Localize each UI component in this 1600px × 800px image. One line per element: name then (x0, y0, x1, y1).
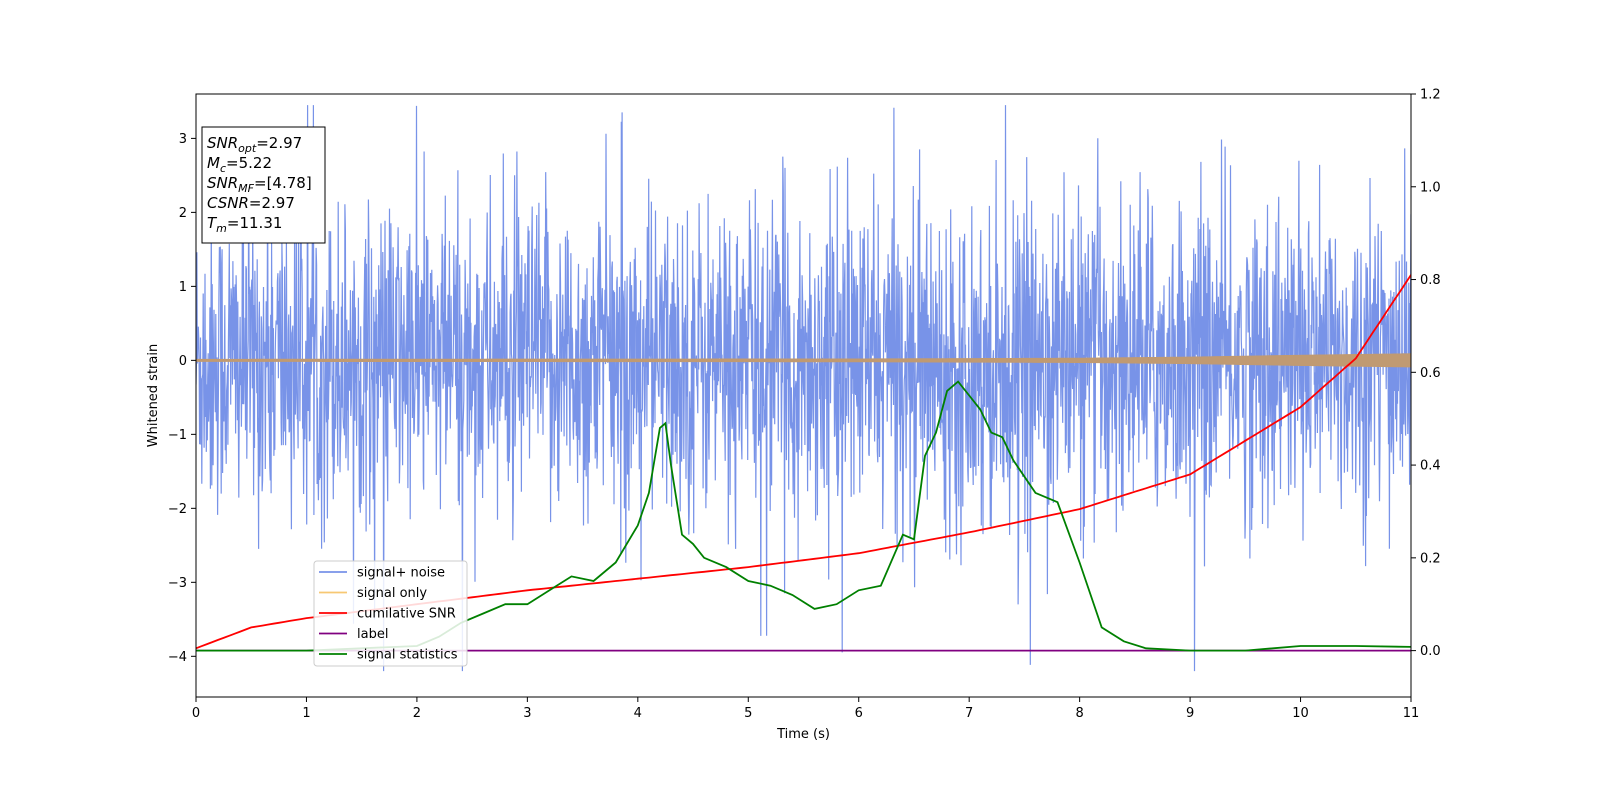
x-tick-label: 1 (302, 706, 310, 721)
y-left-tick-label: −2 (168, 502, 187, 517)
y-left-tick-label: 2 (179, 206, 187, 221)
y-right-tick-label: 1.2 (1420, 88, 1441, 103)
y-left-tick-label: 3 (179, 132, 187, 147)
y-right-tick-label: 0.0 (1420, 644, 1441, 659)
series-signal-plus-noise (196, 105, 1411, 672)
x-tick-label: 5 (744, 706, 752, 721)
y-left-tick-label: −1 (168, 428, 187, 443)
y-right-tick-label: 0.6 (1420, 366, 1441, 381)
annotation-line: SNRopt=2.97 (207, 134, 302, 155)
y-left-tick-label: 0 (179, 354, 187, 369)
x-tick-label: 4 (634, 706, 642, 721)
annotation-line: SNRMF=[4.78] (207, 174, 312, 195)
y-left-tick-label: −4 (168, 650, 187, 665)
series-signal-only (196, 353, 1411, 368)
legend-entry-label: signal statistics (357, 648, 458, 663)
x-tick-label: 7 (965, 706, 973, 721)
x-axis-label: Time (s) (776, 727, 830, 742)
x-tick-label: 3 (523, 706, 531, 721)
y-left-tick-label: −3 (168, 576, 187, 591)
x-tick-label: 11 (1403, 706, 1420, 721)
legend-entry-label: cumilative SNR (357, 607, 456, 622)
legend: signal+ noise signal only cumilative SNR la… (313, 560, 468, 667)
y-right-tick-label: 1.0 (1420, 180, 1441, 195)
annotation-line: Mc=5.22 (207, 154, 272, 175)
y-axis-label: Whitened strain (146, 344, 161, 447)
x-tick-label: 2 (413, 706, 421, 721)
plot-frame (195, 93, 1412, 698)
annotation-line: Tm=11.31 (207, 214, 282, 235)
x-tick-label: 0 (192, 706, 200, 721)
y-left-tick-label: 1 (179, 280, 187, 295)
y-right-tick-label: 0.4 (1420, 459, 1441, 474)
legend-entry-label: label (357, 627, 388, 642)
legend-entry-label: signal+ noise (357, 566, 445, 581)
legend-frame (313, 560, 468, 667)
y-right-tick-label: 0.2 (1420, 551, 1441, 566)
x-tick-label: 8 (1075, 706, 1083, 721)
x-tick-label: 6 (855, 706, 863, 721)
x-tick-label: 10 (1292, 706, 1309, 721)
axes-layer: 0 1 2 3 4 5 6 7 8 9 10 11 −4 −3 −2 −1 0 1 2 3 0.0 0.2 0.4 0.6 0.… (168, 88, 1441, 722)
x-tick-label: 9 (1186, 706, 1194, 721)
y-right-tick-label: 0.8 (1420, 273, 1441, 288)
annotation-frame (201, 126, 326, 244)
series-signal-statistics (196, 380, 1411, 652)
annotation-line: CSNR=2.97 (207, 194, 295, 212)
legend-entry-label: signal only (357, 586, 427, 601)
